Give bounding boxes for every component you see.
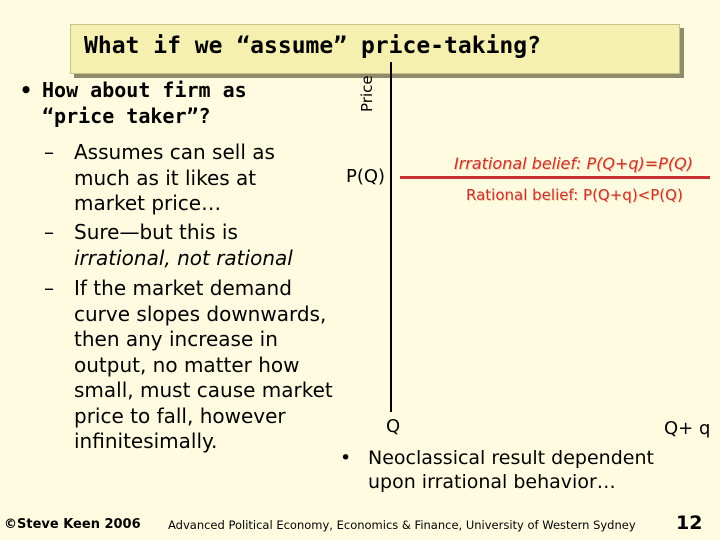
slide-title: What if we “assume” price-taking? (84, 33, 541, 59)
sub-point-3-line-5: small, must cause market (74, 378, 333, 402)
conclusion-line-2: upon irrational behavior… (368, 471, 616, 493)
sub-point-3-line-1: If the market demand (74, 276, 292, 300)
sub-point-2-line-2: irrational, not rational (74, 245, 293, 270)
dash-icon: – (44, 276, 54, 300)
sub-point-3-line-4: output, no matter how (74, 352, 300, 377)
sub-point-3-line-6: price to fall, however (74, 403, 286, 428)
irrational-belief-label: Irrational belief: P(Q+q)=P(Q) (454, 154, 693, 173)
footer-author: ©Steve Keen 2006 (4, 517, 141, 532)
price-line (400, 176, 710, 179)
sub-point-3-line-2: curve slopes downwards, (74, 301, 327, 326)
price-label: P(Q) (346, 166, 386, 187)
y-axis-label: Price (358, 75, 376, 112)
bullet-dot-icon: • (20, 78, 33, 102)
dash-icon: – (44, 140, 54, 164)
main-bullet-line-2: “price taker”? (42, 104, 211, 128)
bullet-dot-icon: • (340, 447, 352, 469)
rational-belief-label: Rational belief: P(Q+q)<P(Q) (466, 186, 683, 204)
sub-point-1-line-2: much as it likes at (74, 165, 257, 190)
sub-point-1-line-1: Assumes can sell as (74, 140, 275, 164)
sub-point-2-line-1: Sure—but this is (74, 220, 238, 244)
title-box (70, 24, 680, 74)
q-label: Q (386, 416, 401, 437)
page-number: 12 (676, 512, 703, 534)
sub-point-1-line-3: market price… (74, 191, 222, 215)
footer-course: Advanced Political Economy, Economics & … (168, 518, 636, 532)
q-plus-q-label: Q+ q (664, 418, 711, 439)
sub-point-3-line-3: then any increase in (74, 327, 278, 351)
dash-icon: – (44, 220, 54, 244)
y-axis (390, 62, 392, 412)
sub-point-3-line-7: infinitesimally. (74, 429, 218, 453)
main-bullet-line-1: How about firm as (42, 78, 247, 102)
conclusion-line-1: Neoclassical result dependent (368, 447, 654, 469)
